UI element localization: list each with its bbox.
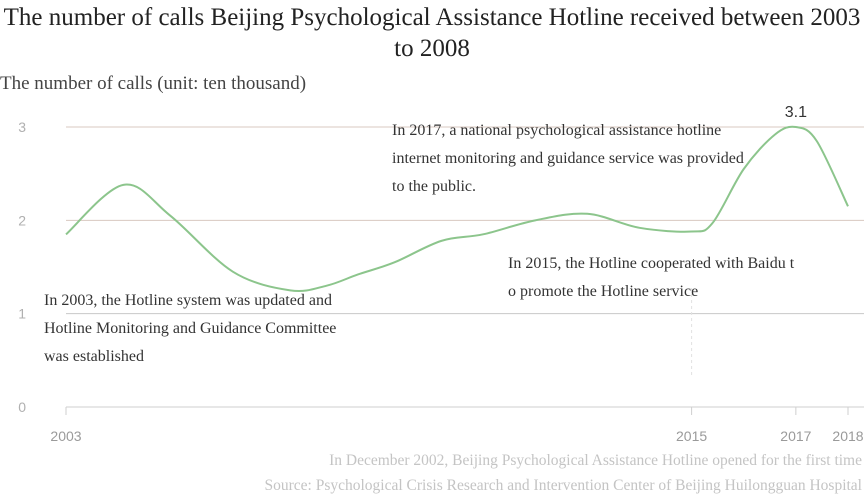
annotation-1-line: Hotline Monitoring and Guidance Committe… [44, 320, 336, 337]
y-tick-label: 2 [18, 212, 26, 228]
x-tick-label: 2017 [780, 428, 811, 444]
annotation-3-line: o promote the Hotline service [508, 283, 698, 300]
y-tick-label: 0 [18, 399, 26, 415]
y-axis-title: The number of calls (unit: ten thousand) [0, 73, 307, 94]
footnote: In December 2002, Beijing Psychological … [329, 452, 862, 469]
annotation-2-line: In 2017, a national psychological assist… [392, 122, 721, 139]
y-tick-label: 3 [18, 119, 26, 135]
y-tick-label: 1 [18, 306, 26, 322]
annotation-1-line: In 2003, the Hotline system was updated … [44, 292, 332, 309]
annotation-2-line: to the public. [392, 178, 476, 195]
chart-title: The number of calls Beijing Psychologica… [3, 4, 861, 62]
annotation-3-line: In 2015, the Hotline cooperated with Bai… [508, 255, 795, 272]
x-tick-label: 2015 [676, 428, 707, 444]
data-label: 3.1 [785, 104, 807, 121]
annotation-2-line: internet monitoring and guidance service… [392, 150, 744, 167]
series-line-0 [65, 125, 849, 292]
x-tick-label: 2018 [832, 428, 863, 444]
annotation-1-line: was established [44, 348, 144, 365]
x-tick-label: 2003 [50, 428, 81, 444]
source-note: Source: Psychological Crisis Research an… [264, 477, 863, 494]
